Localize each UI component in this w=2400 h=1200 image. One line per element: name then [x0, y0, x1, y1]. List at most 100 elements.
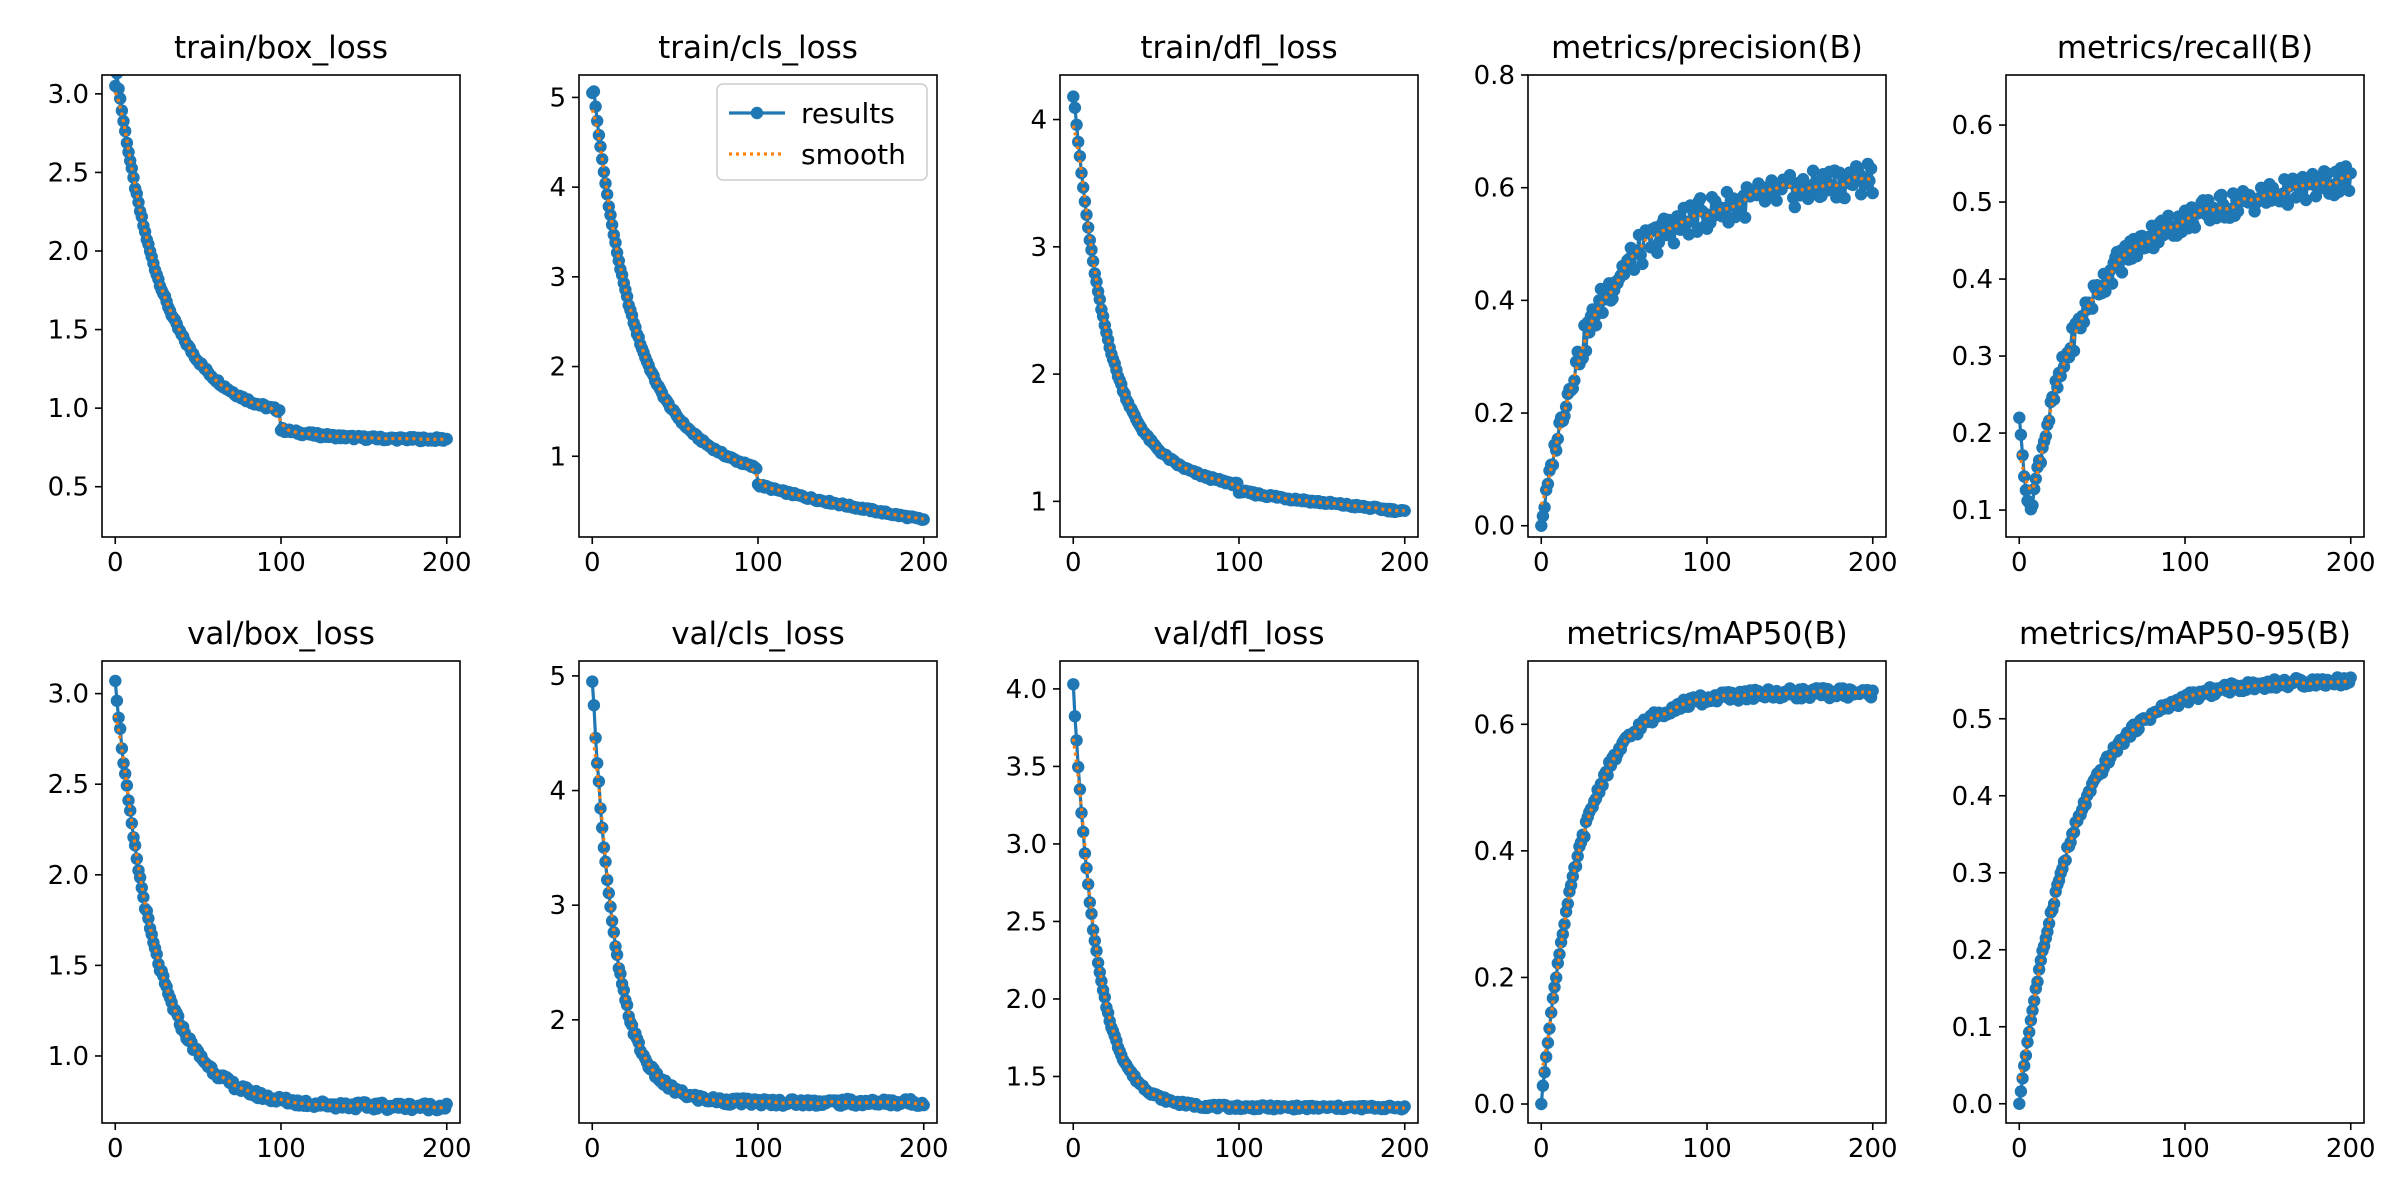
- x-tick-label: 100: [2160, 548, 2210, 578]
- results-point: [1078, 847, 1092, 860]
- x-tick-label: 200: [2326, 1134, 2376, 1164]
- smooth-line: [1539, 689, 1873, 1073]
- results-point: [1073, 150, 1087, 163]
- x-tick-label: 0: [1533, 548, 1550, 578]
- results-point: [1086, 255, 1100, 268]
- results-point: [592, 128, 606, 142]
- results-point: [127, 171, 140, 184]
- results-point: [2047, 897, 2061, 910]
- y-tick-label: 0.8: [1474, 61, 1515, 91]
- y-tick-label: 3.0: [48, 680, 89, 710]
- x-tick-label: 100: [733, 548, 783, 578]
- results-point: [1068, 101, 1082, 115]
- x-tick-label: 0: [1065, 548, 1082, 578]
- results-point: [133, 871, 147, 884]
- results-point: [2299, 193, 2313, 207]
- legend-box: [716, 83, 928, 181]
- y-tick-label: 0.2: [1952, 419, 1993, 449]
- results-point: [2039, 430, 2052, 443]
- results-point: [2344, 671, 2357, 684]
- results-point: [2013, 411, 2026, 424]
- y-tick-label: 0.6: [1474, 710, 1515, 740]
- results-point: [592, 775, 606, 788]
- y-tick-label: 2.0: [48, 237, 89, 267]
- subplot-metrics-precision-b-: metrics/precision(B) 0 100 200 0.0 0.2 0.4 0.6 0…: [1474, 30, 1898, 578]
- y-tick-label: 0.2: [1474, 399, 1515, 429]
- y-tick-label: 0.2: [1952, 936, 1993, 966]
- x-tick-label: 100: [2160, 1134, 2210, 1164]
- x-tick-label: 200: [422, 548, 472, 578]
- results-point: [440, 1097, 453, 1111]
- y-tick-label: 3.0: [48, 80, 89, 110]
- results-point: [1545, 1006, 1558, 1019]
- subplot-title: metrics/mAP50-95(B): [2019, 616, 2351, 652]
- plot-area: [1535, 682, 1879, 1111]
- results-point: [2059, 854, 2072, 867]
- y-tick-label: 0.4: [1952, 782, 1993, 812]
- y-tick-label: 2.5: [48, 770, 89, 800]
- results-line: [1071, 96, 1406, 515]
- y-tick-label: 2.0: [48, 861, 89, 891]
- plot-area: [2013, 671, 2357, 1111]
- results-point: [1398, 1100, 1411, 1113]
- subplot-train-cls-loss: train/cls_loss 0 100 200 1 2 3 4 5 results smooth: [549, 30, 948, 578]
- results-line: [113, 75, 448, 444]
- results-point: [1806, 164, 1820, 177]
- results-point: [599, 177, 612, 190]
- y-tick-label: 0.5: [48, 473, 89, 503]
- results-point: [1550, 971, 1563, 984]
- plot-area: [109, 674, 453, 1117]
- results-point: [1636, 257, 1649, 271]
- y-tick-label: 0.0: [1474, 512, 1515, 542]
- smooth-line: [1071, 125, 1405, 513]
- results-point: [1082, 878, 1095, 891]
- results-point: [115, 742, 129, 755]
- x-tick-label: 200: [1380, 1134, 1430, 1164]
- results-point: [2026, 499, 2039, 512]
- plot-area: [586, 675, 930, 1112]
- results-point: [1078, 195, 1092, 208]
- x-tick-label: 200: [1380, 548, 1430, 578]
- axes-frame: [2005, 74, 2365, 538]
- y-tick-label: 1.5: [1006, 1062, 1047, 1092]
- x-tick-label: 200: [899, 548, 949, 578]
- subplot-title: val/dfl_loss: [1154, 616, 1325, 652]
- y-tick-label: 4: [549, 173, 566, 203]
- y-tick-label: 0.2: [1474, 963, 1515, 993]
- y-tick-label: 3.5: [1006, 752, 1047, 782]
- subplot-title: train/cls_loss: [658, 30, 858, 66]
- y-tick-label: 3: [549, 891, 566, 921]
- subplot-title: train/box_loss: [174, 30, 388, 66]
- results-point: [112, 82, 125, 96]
- smooth-line: [2017, 679, 2352, 1080]
- results-point: [605, 914, 619, 928]
- results-point: [594, 802, 607, 815]
- results-point: [2023, 1025, 2036, 1039]
- results-point: [128, 839, 142, 852]
- results-point: [1558, 917, 1571, 931]
- y-tick-label: 0.3: [1952, 342, 1993, 372]
- results-point: [1080, 861, 1093, 875]
- results-point: [602, 886, 615, 900]
- results-point: [142, 912, 155, 925]
- results-point: [1694, 192, 1707, 205]
- results-point: [2026, 1004, 2039, 1017]
- results-point: [1535, 519, 1548, 532]
- subplot-title: train/dfl_loss: [1140, 30, 1337, 66]
- results-point: [1651, 246, 1664, 259]
- results-point: [1082, 221, 1095, 234]
- x-tick-label: 200: [1848, 1134, 1898, 1164]
- y-tick-label: 0.5: [1952, 705, 1993, 735]
- axes-frame: [1527, 74, 1887, 538]
- results-point: [2231, 205, 2245, 218]
- results-point: [589, 100, 602, 113]
- subplot-metrics-map50-b-: metrics/mAP50(B) 0 100 200 0.0 0.2 0.4 0.6: [1474, 616, 1898, 1164]
- results-point: [2024, 1014, 2038, 1027]
- results-point: [2016, 1072, 2029, 1085]
- axes-frame: [101, 660, 461, 1124]
- results-point: [2028, 482, 2041, 496]
- results-point: [1546, 992, 1560, 1005]
- results-point: [1546, 458, 1560, 472]
- x-tick-label: 100: [1682, 1134, 1732, 1164]
